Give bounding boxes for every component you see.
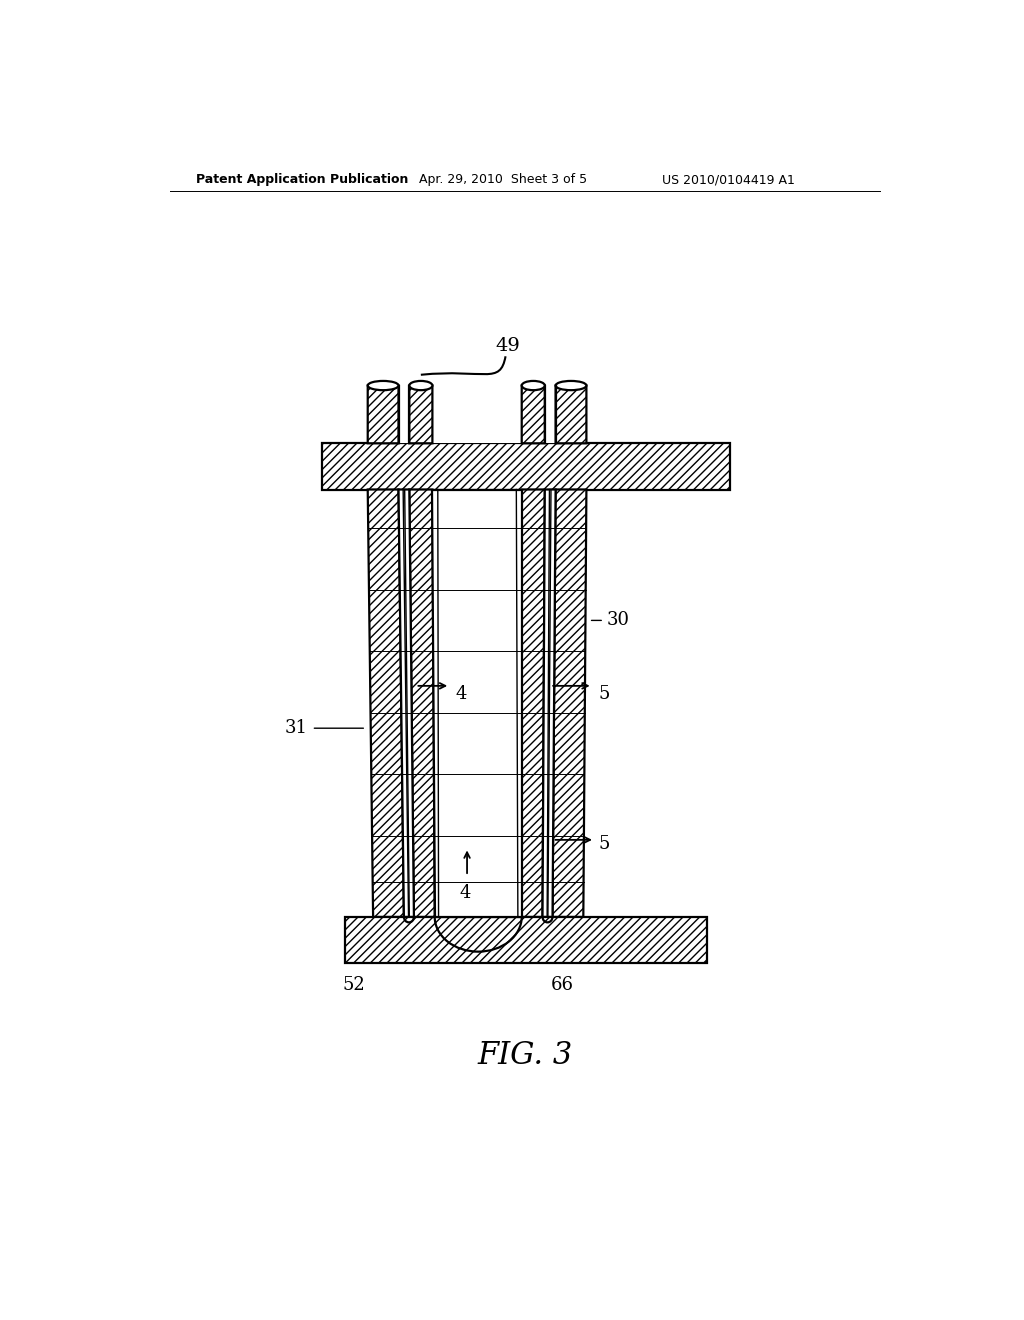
Text: 5: 5 <box>599 685 610 702</box>
Polygon shape <box>368 490 403 917</box>
Polygon shape <box>543 490 556 917</box>
Text: 30: 30 <box>606 611 630 630</box>
Text: US 2010/0104419 A1: US 2010/0104419 A1 <box>662 173 795 186</box>
FancyBboxPatch shape <box>556 385 587 444</box>
Text: 5: 5 <box>599 834 610 853</box>
Text: 4: 4 <box>456 685 467 702</box>
Polygon shape <box>410 490 435 917</box>
Text: 4: 4 <box>460 884 471 902</box>
Bar <box>545 385 556 444</box>
Bar <box>345 917 707 964</box>
Ellipse shape <box>368 381 398 391</box>
Text: 49: 49 <box>496 337 520 355</box>
Bar <box>398 385 410 444</box>
Text: 52: 52 <box>342 977 366 994</box>
Text: FIG. 3: FIG. 3 <box>477 1040 572 1071</box>
Polygon shape <box>553 490 587 917</box>
Polygon shape <box>398 490 414 917</box>
Ellipse shape <box>521 381 545 391</box>
Text: 66: 66 <box>550 977 573 994</box>
Text: Patent Application Publication: Patent Application Publication <box>196 173 409 186</box>
FancyBboxPatch shape <box>521 385 545 444</box>
FancyBboxPatch shape <box>368 385 398 444</box>
Bar <box>322 444 730 490</box>
Polygon shape <box>432 490 521 917</box>
Text: 31: 31 <box>285 719 307 737</box>
Ellipse shape <box>410 381 432 391</box>
Polygon shape <box>521 490 545 917</box>
Ellipse shape <box>556 381 587 391</box>
Bar <box>432 376 521 444</box>
FancyBboxPatch shape <box>410 385 432 444</box>
Text: Apr. 29, 2010  Sheet 3 of 5: Apr. 29, 2010 Sheet 3 of 5 <box>419 173 588 186</box>
